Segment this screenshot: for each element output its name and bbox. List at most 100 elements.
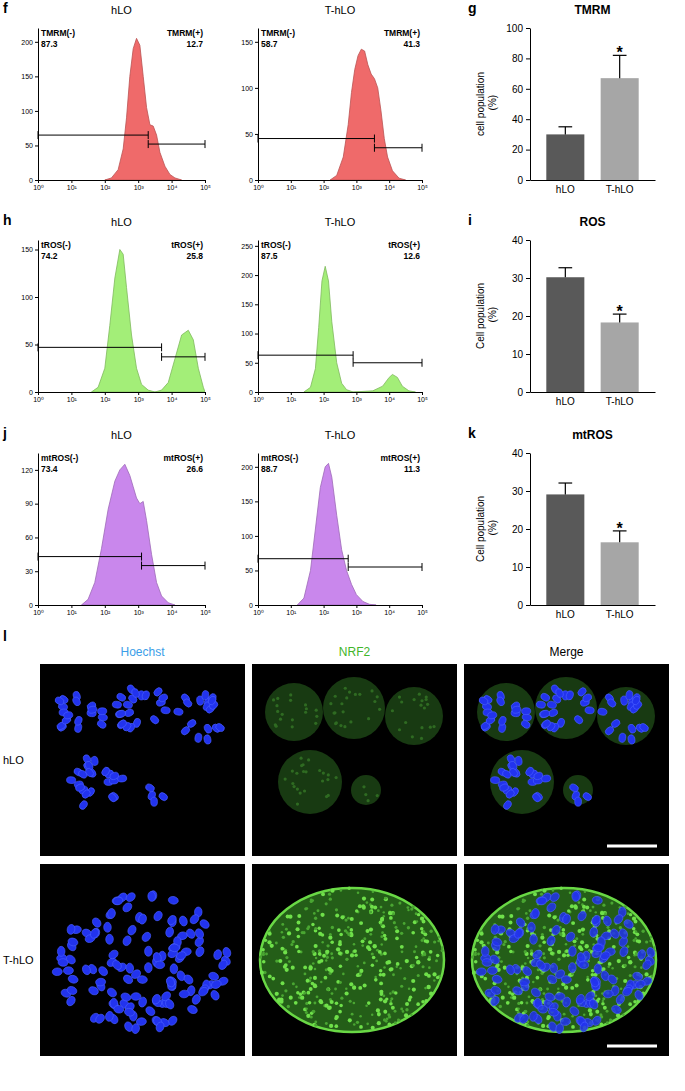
tick-mark	[255, 536, 258, 537]
nrf2-speckle	[420, 737, 423, 740]
tick-label: 0	[517, 600, 523, 611]
tick-label: 10²	[100, 609, 111, 616]
nrf2-speckle	[429, 930, 432, 933]
histogram-area	[297, 463, 376, 605]
nrf2-speckle	[426, 703, 429, 706]
nrf2-speckle	[367, 717, 370, 720]
nucleus	[520, 719, 531, 730]
nrf2-speckle	[312, 962, 315, 965]
nrf2-speckle	[380, 906, 383, 909]
nrf2-speckle	[380, 943, 383, 946]
nucleus	[209, 989, 220, 1001]
nucleus	[188, 913, 200, 926]
nrf2-speckle	[372, 890, 375, 893]
nrf2-speckle	[581, 933, 584, 936]
tick: 10¹	[67, 605, 78, 616]
nrf2-speckle	[429, 726, 432, 729]
nrf2-speckle	[335, 908, 338, 911]
tick-label: 0	[517, 387, 523, 398]
tick-mark	[422, 180, 423, 183]
nrf2-speckle	[391, 709, 394, 712]
tick-label: 10¹	[286, 609, 297, 616]
tick-label: 10⁵	[200, 396, 211, 403]
nrf2-speckle	[295, 927, 299, 931]
nucleus	[590, 914, 602, 927]
nrf2-speckle	[410, 907, 413, 910]
nrf2-speckle	[574, 906, 578, 910]
nrf2-speckle	[506, 1001, 510, 1005]
nrf2-speckle	[280, 947, 284, 951]
nrf2-speckle	[290, 943, 293, 946]
micrograph	[464, 864, 669, 1056]
nrf2-speckle	[297, 914, 301, 918]
nrf2-speckle	[330, 940, 334, 944]
nucleus	[540, 692, 551, 702]
row-label: hLO	[3, 754, 24, 766]
nucleus	[565, 690, 574, 701]
nrf2-speckle	[425, 940, 429, 944]
nucleus	[107, 948, 120, 960]
tick-label: 200	[21, 39, 33, 46]
nrf2-speckle	[601, 1002, 605, 1006]
nrf2-speckle	[584, 890, 587, 893]
nucleus	[594, 964, 602, 974]
nrf2-speckle	[622, 1013, 625, 1016]
tick: 90	[25, 500, 38, 507]
nrf2-speckle	[522, 899, 525, 902]
nrf2-speckle	[390, 904, 393, 907]
tick-label: 10⁰	[253, 609, 264, 616]
nrf2-speckle	[433, 979, 436, 982]
nrf2-speckle	[312, 1010, 315, 1013]
nrf2-speckle	[383, 937, 387, 941]
tick-mark	[389, 392, 390, 395]
tick-mark	[291, 605, 292, 608]
nrf2-speckle	[408, 987, 411, 990]
tick: 10³	[134, 605, 145, 616]
histogram-area	[81, 464, 174, 605]
nrf2-speckle	[398, 696, 401, 699]
nrf2-speckle	[367, 1001, 371, 1005]
chart-title: T-hLO	[325, 216, 356, 228]
error-bar	[565, 483, 566, 494]
nrf2-speckle	[356, 1021, 359, 1024]
tick-mark	[138, 180, 139, 183]
nrf2-speckle	[420, 726, 423, 729]
tick: 50	[245, 131, 258, 138]
tick: 10⁴	[167, 605, 178, 616]
nrf2-speckle	[339, 724, 342, 727]
tick-label: 0	[29, 389, 33, 396]
tick-mark	[172, 605, 173, 608]
nrf2-speckle	[348, 690, 351, 693]
tick: 20	[512, 524, 530, 535]
nrf2-speckle	[284, 989, 287, 992]
nucleus	[646, 946, 656, 958]
nucleus	[112, 701, 122, 709]
tick-label: T-hLO	[606, 396, 634, 407]
nucleus	[140, 931, 152, 944]
nucleus	[631, 695, 642, 706]
axis: 010203040	[512, 235, 531, 398]
nucleus	[481, 946, 489, 956]
image-background	[464, 664, 669, 856]
axis-line	[531, 392, 656, 393]
nucleus	[169, 944, 179, 952]
nrf2-speckle	[358, 986, 362, 990]
nucleus	[182, 973, 194, 985]
nrf2-speckle	[329, 898, 332, 901]
bar	[546, 494, 584, 605]
nrf2-speckle	[307, 991, 311, 995]
nrf2-speckle	[313, 912, 316, 915]
nucleus	[144, 946, 152, 956]
tick-mark	[324, 180, 325, 183]
nrf2-speckle	[546, 988, 549, 991]
nrf2-speckle	[412, 964, 415, 967]
tick-label: 10³	[352, 396, 363, 403]
nrf2-speckle	[319, 1000, 323, 1004]
nrf2-speckle	[315, 709, 318, 712]
gate-percent: 88.7	[261, 464, 278, 474]
nucleus	[124, 1007, 135, 1017]
nucleus	[78, 799, 89, 810]
nrf2-speckle	[285, 968, 289, 972]
gate-label: tROS(-)	[41, 240, 71, 250]
nucleus	[568, 946, 576, 956]
